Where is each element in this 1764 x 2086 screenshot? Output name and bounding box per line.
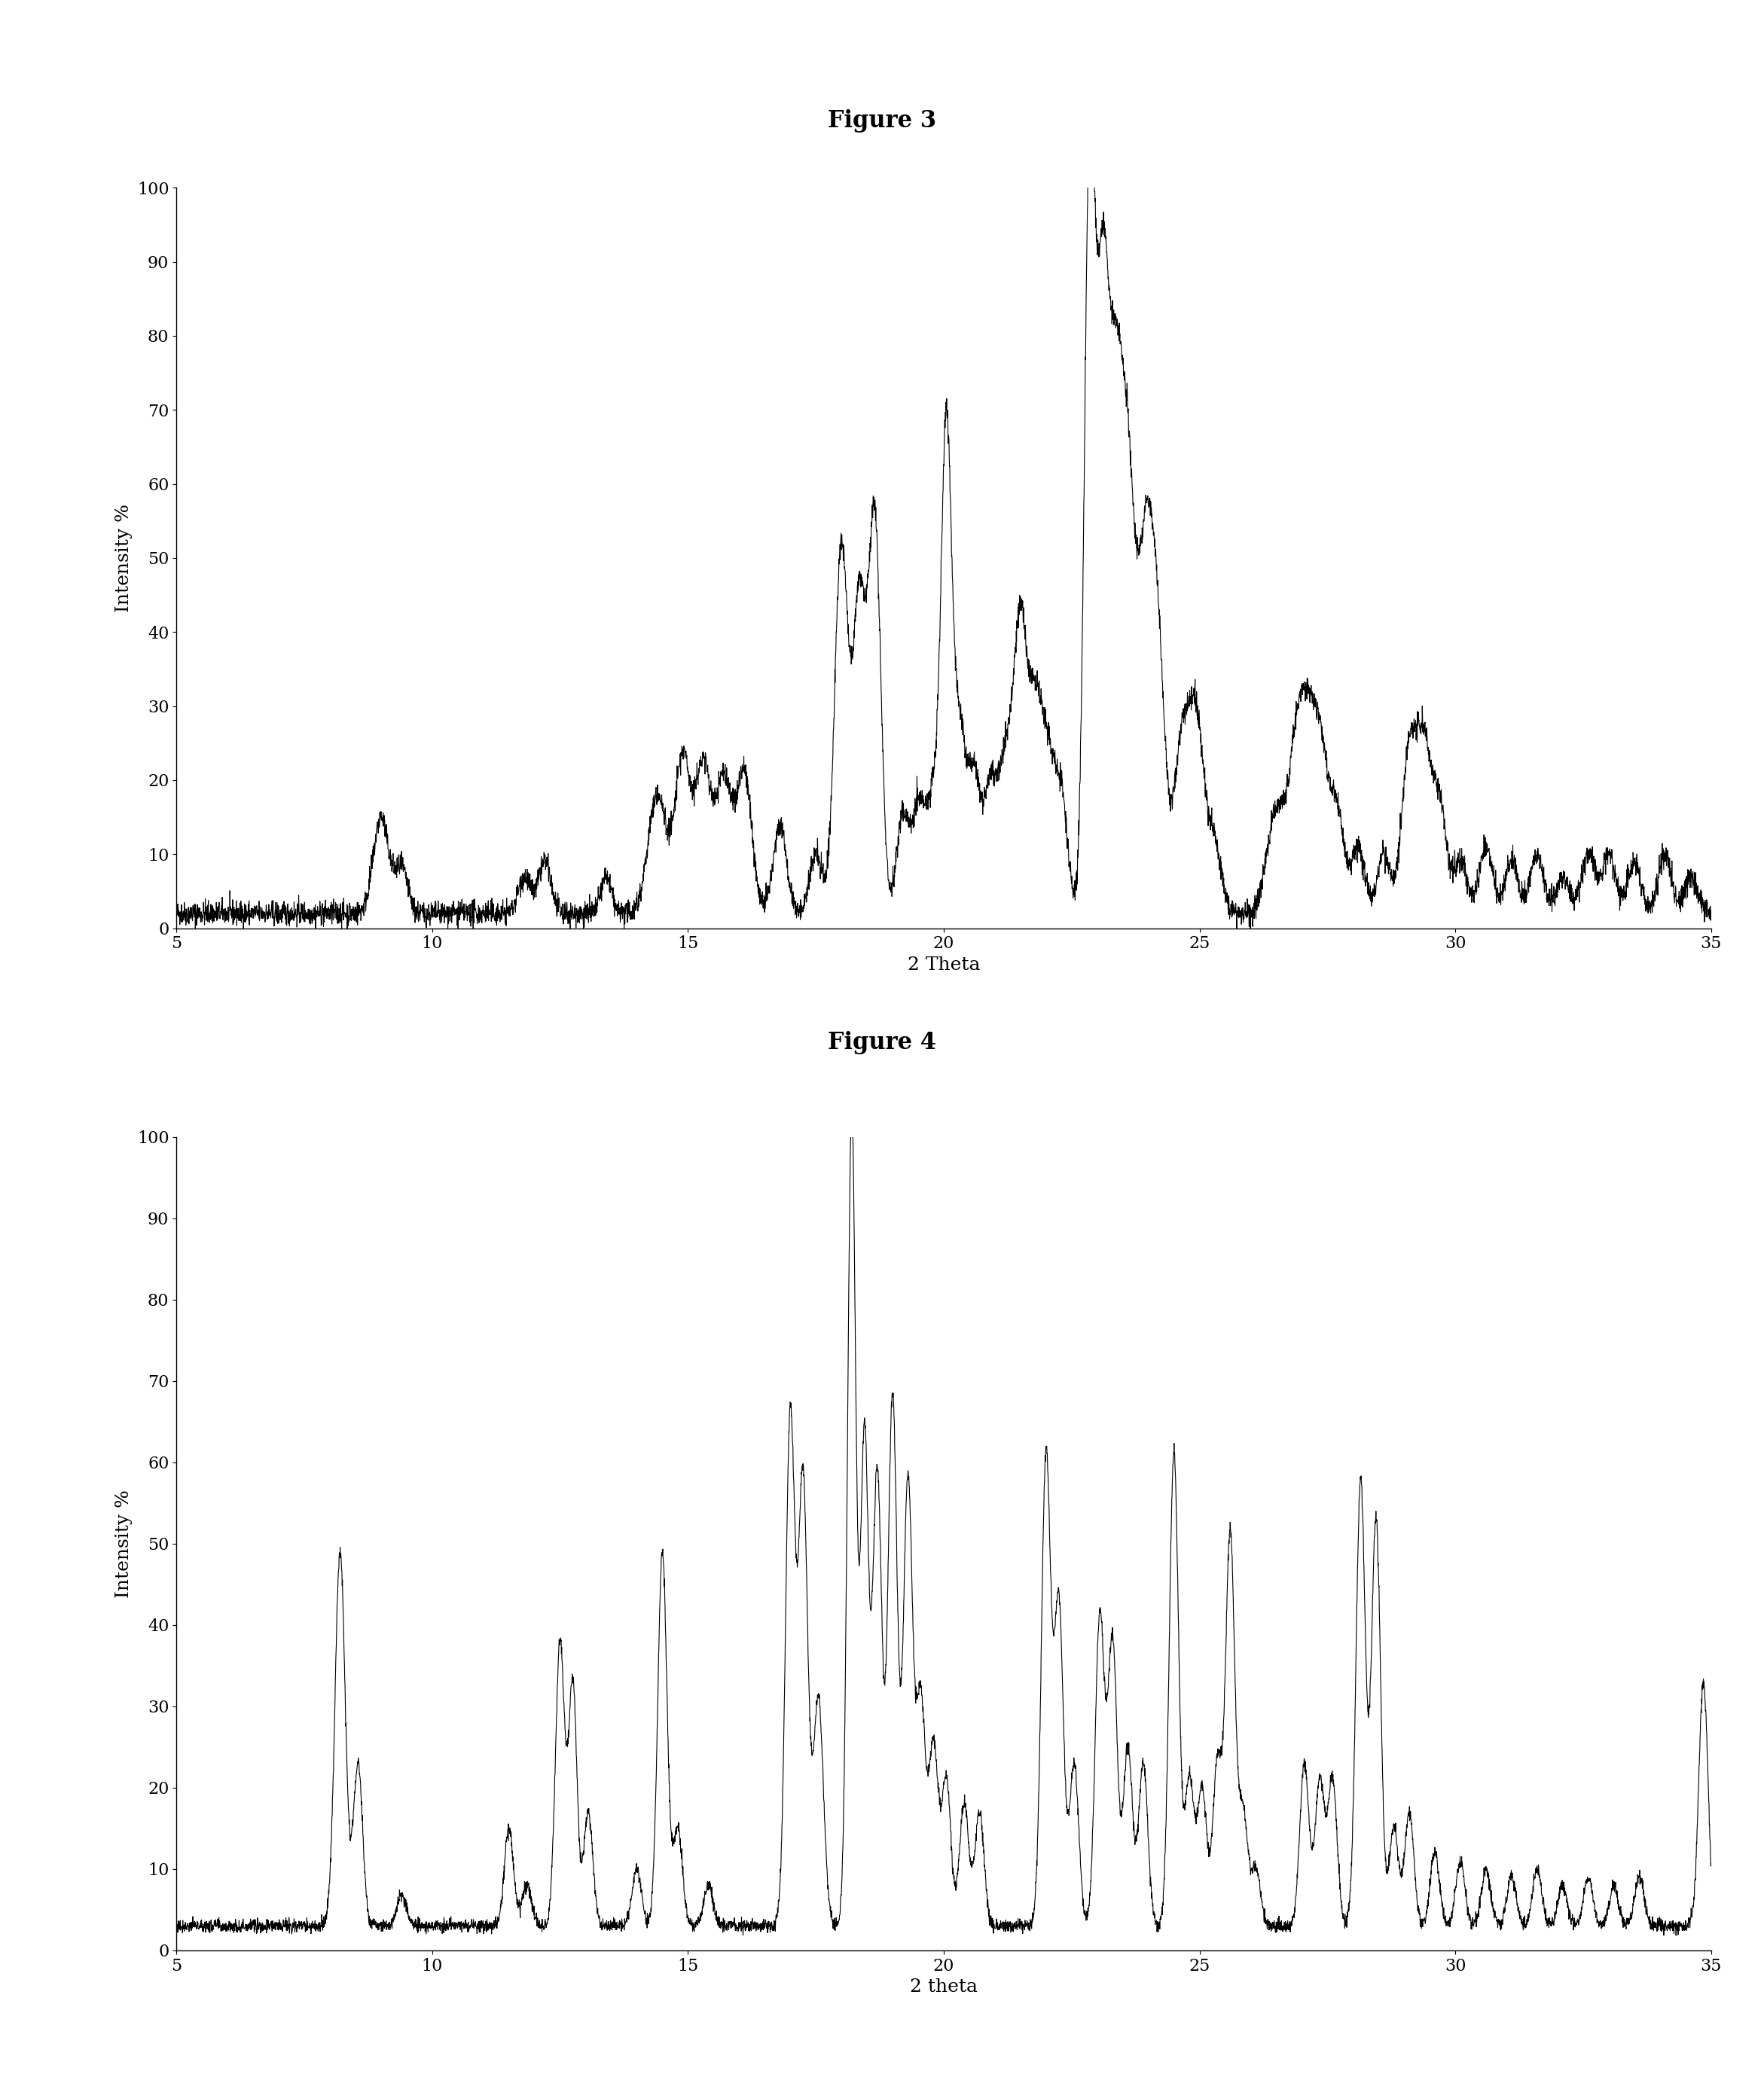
Text: Figure 4: Figure 4 bbox=[827, 1030, 937, 1056]
Y-axis label: Intensity %: Intensity % bbox=[115, 505, 132, 611]
X-axis label: 2 Theta: 2 Theta bbox=[907, 955, 981, 974]
Y-axis label: Intensity %: Intensity % bbox=[115, 1489, 132, 1598]
Text: Figure 3: Figure 3 bbox=[827, 108, 937, 134]
X-axis label: 2 theta: 2 theta bbox=[910, 1978, 977, 1996]
